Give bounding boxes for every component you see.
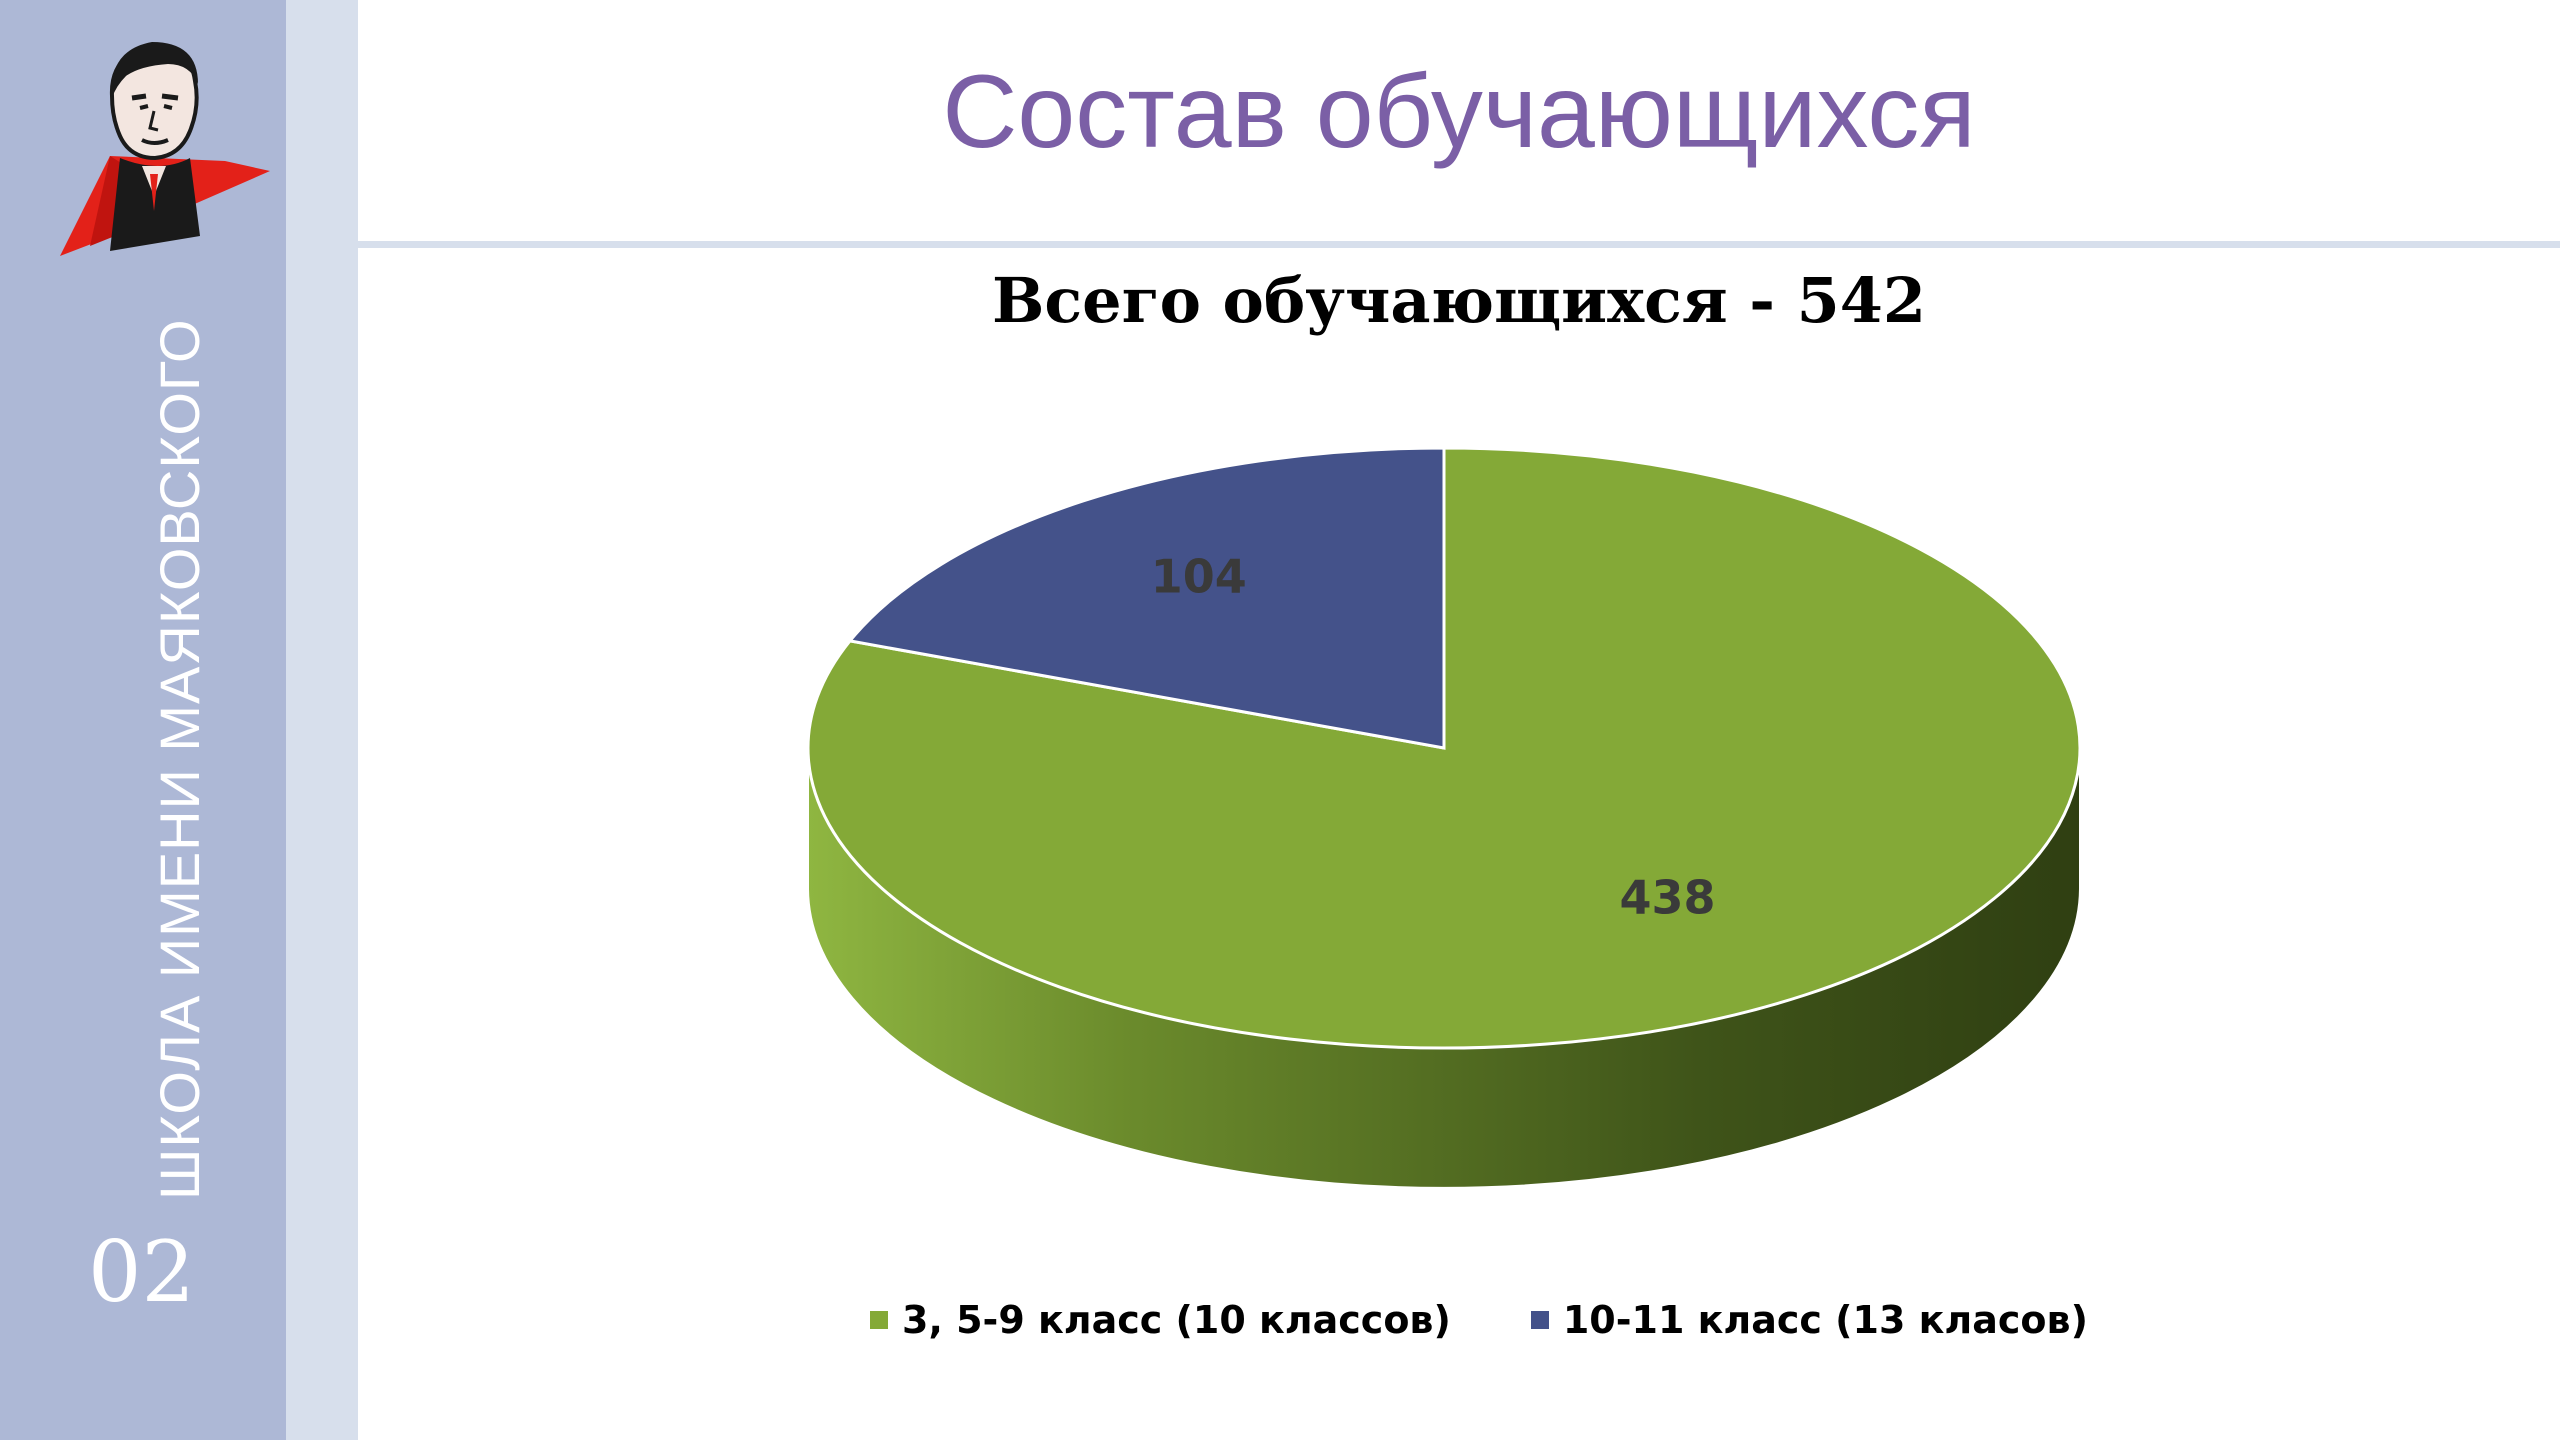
pie-slice [806,446,2082,1050]
legend-label: 3, 5-9 класс (10 классов) [902,1298,1451,1342]
data-label: 104 [1151,549,1247,603]
chart-legend: 3, 5-9 класс (10 классов) 10-11 класс (1… [870,1298,2088,1342]
legend-label: 10-11 класс (13 класов) [1562,1298,2088,1342]
legend-swatch [870,1311,888,1329]
legend-swatch [1530,1311,1549,1329]
legend-entry-grades-3-9: 3, 5-9 класс (10 классов) [870,1298,1451,1342]
slide-number: 02 [88,1223,195,1321]
sidebar-strip [286,0,358,1440]
pie-slice [847,446,1446,750]
title-divider [358,241,2560,248]
page-title: Состав обучающихся [942,54,1976,170]
data-label: 438 [1620,871,1716,925]
mayakovsky-portrait-logo-icon [60,42,270,256]
chart-title: Всего обучающихся - 542 [992,264,1926,337]
legend-entry-grades-10-11: 10-11 класс (13 класов) [1530,1298,2088,1342]
